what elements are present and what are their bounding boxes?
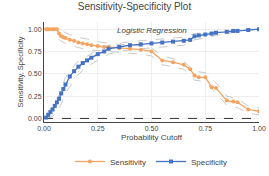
svg-text:0.25: 0.25 [28,93,42,100]
svg-text:1.00: 1.00 [28,26,42,33]
svg-text:1.00: 1.00 [252,125,266,132]
svg-text:Logistic Regression: Logistic Regression [117,26,187,35]
svg-text:0.50: 0.50 [145,125,159,132]
svg-text:Sensitivity: Sensitivity [110,158,146,167]
svg-text:0.75: 0.75 [28,48,42,55]
svg-text:0.75: 0.75 [198,125,212,132]
svg-text:0.25: 0.25 [91,125,105,132]
svg-text:Sensitivity, Specificity: Sensitivity, Specificity [16,36,25,107]
svg-text:0.00: 0.00 [37,125,51,132]
svg-text:Sensitivity-Specificity Plot: Sensitivity-Specificity Plot [78,1,192,12]
svg-text:0.50: 0.50 [28,70,42,77]
svg-text:Specificity: Specificity [191,158,227,167]
svg-text:0.00: 0.00 [28,115,42,122]
svg-text:Probability Cutoff: Probability Cutoff [121,133,183,142]
